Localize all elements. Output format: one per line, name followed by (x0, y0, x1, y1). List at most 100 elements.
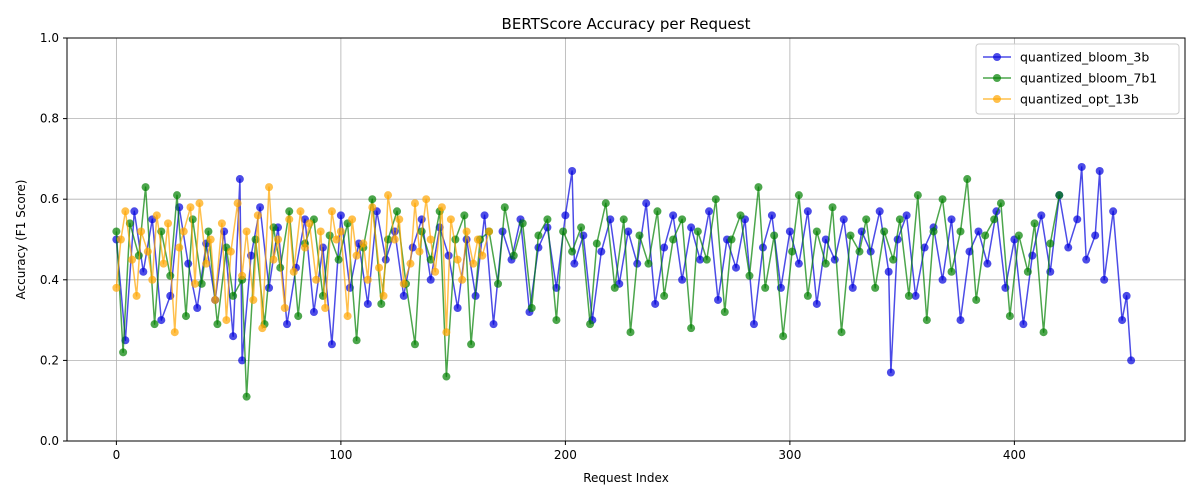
data-point (431, 267, 440, 276)
data-point (478, 251, 487, 260)
data-point (469, 259, 478, 268)
data-point (745, 271, 754, 280)
data-point (446, 215, 455, 224)
data-point (732, 263, 741, 272)
data-point (139, 267, 148, 276)
data-point (437, 203, 446, 212)
data-point (377, 299, 386, 308)
data-point (296, 207, 305, 216)
data-point (702, 255, 711, 264)
data-point (794, 259, 803, 268)
data-point (1005, 312, 1014, 321)
data-point (839, 215, 848, 224)
data-point (624, 227, 633, 236)
data-point (570, 259, 579, 268)
data-point (920, 243, 929, 252)
data-point (206, 235, 215, 244)
data-point (619, 215, 628, 224)
data-point (889, 255, 898, 264)
legend: quantized_bloom_3b quantized_bloom_7b1qua… (975, 43, 1180, 115)
data-point (996, 199, 1005, 208)
data-point (112, 283, 121, 292)
series-layer (112, 162, 1136, 401)
data-point (285, 215, 294, 224)
data-point (884, 267, 893, 276)
data-point (426, 235, 435, 244)
data-point (128, 255, 137, 264)
data-point (875, 207, 884, 216)
data-point (384, 191, 393, 200)
data-point (368, 195, 377, 204)
data-point (190, 279, 199, 288)
data-point (152, 211, 161, 220)
data-point (828, 203, 837, 212)
data-point (393, 207, 402, 216)
data-point (489, 320, 498, 329)
data-point (143, 247, 152, 256)
data-point (316, 227, 325, 236)
data-point (269, 255, 278, 264)
data-point (543, 215, 552, 224)
data-point (184, 259, 193, 268)
data-point (453, 255, 462, 264)
data-point (518, 219, 527, 228)
data-point (509, 251, 518, 260)
data-point (444, 251, 453, 260)
data-point (453, 304, 462, 313)
data-point (1077, 162, 1086, 171)
data-point (251, 235, 260, 244)
data-point (408, 243, 417, 252)
data-point (395, 215, 404, 224)
data-point (235, 175, 244, 184)
data-point (610, 283, 619, 292)
data-point (803, 291, 812, 300)
data-point (186, 203, 195, 212)
data-point (116, 235, 125, 244)
data-point (880, 227, 889, 236)
data-point (678, 275, 687, 284)
data-point (336, 227, 345, 236)
data-point (727, 235, 736, 244)
x-tick-label: 200 (554, 448, 577, 462)
data-point (947, 267, 956, 276)
plot-frame (66, 37, 1186, 442)
data-point (794, 191, 803, 200)
data-point (249, 295, 258, 304)
legend-label: quantized_opt_13b (1020, 92, 1139, 107)
x-tick-label: 400 (1003, 448, 1026, 462)
data-point (922, 316, 931, 325)
data-point (204, 227, 213, 236)
data-point (132, 291, 141, 300)
data-point (904, 291, 913, 300)
data-point (644, 259, 653, 268)
data-point (159, 259, 168, 268)
data-point (559, 227, 568, 236)
data-point (1073, 215, 1082, 224)
data-point (577, 223, 586, 232)
legend-swatch-marker (993, 53, 1001, 61)
data-point (462, 227, 471, 236)
data-point (642, 199, 651, 208)
data-point (597, 247, 606, 256)
data-point (592, 239, 601, 248)
y-tick-label: 0.6 (40, 192, 59, 206)
data-point (635, 231, 644, 240)
data-point (188, 215, 197, 224)
data-point (1100, 275, 1109, 284)
legend-swatch-marker (993, 74, 1001, 82)
data-point (1019, 320, 1028, 329)
data-point (410, 199, 419, 208)
data-point (871, 283, 880, 292)
data-point (1127, 356, 1136, 365)
data-point (693, 227, 702, 236)
ticks: 0 100 200 300 400 0.0 0.2 0.4 0.6 0.8 1.0 (40, 31, 1026, 462)
data-point (965, 247, 974, 256)
data-point (779, 332, 788, 341)
data-point (1023, 267, 1032, 276)
data-point (711, 195, 720, 204)
data-point (399, 279, 408, 288)
data-point (283, 320, 292, 329)
data-point (720, 308, 729, 317)
data-point (473, 235, 482, 244)
data-point (561, 211, 570, 220)
